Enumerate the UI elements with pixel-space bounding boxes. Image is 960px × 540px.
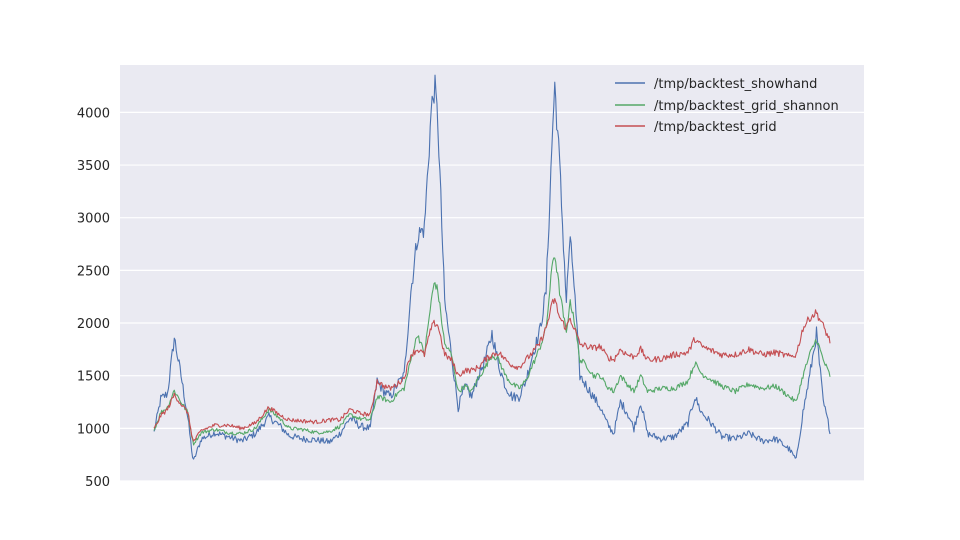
legend-entry-showhand: /tmp/backtest_showhand <box>615 77 817 92</box>
legend-entry-grid-shannon: /tmp/backtest_grid_shannon <box>615 99 839 114</box>
legend-label-showhand: /tmp/backtest_showhand <box>654 77 817 92</box>
y-tick-label-1500: 1500 <box>77 370 110 385</box>
plot-area-background <box>120 65 864 481</box>
y-tick-label-3000: 3000 <box>77 212 110 227</box>
series-line-showhand <box>153 74 831 460</box>
legend-label-grid-shannon: /tmp/backtest_grid_shannon <box>654 99 839 114</box>
y-tick-label-1000: 1000 <box>77 422 110 437</box>
y-tick-label-3500: 3500 <box>77 159 110 174</box>
y-tick-label-4000: 4000 <box>77 106 110 121</box>
legend: /tmp/backtest_showhand /tmp/backtest_gri… <box>615 77 839 135</box>
series-line-grid <box>153 297 831 442</box>
legend-entry-grid: /tmp/backtest_grid <box>615 120 777 135</box>
legend-label-grid: /tmp/backtest_grid <box>654 120 777 135</box>
y-tick-label-2500: 2500 <box>77 264 110 279</box>
series-lines <box>153 74 831 460</box>
y-tick-label-500: 500 <box>85 475 110 490</box>
y-tick-label-2000: 2000 <box>77 317 110 332</box>
y-tick-labels: 500 1000 1500 2000 2500 3000 3500 4000 <box>77 106 110 490</box>
